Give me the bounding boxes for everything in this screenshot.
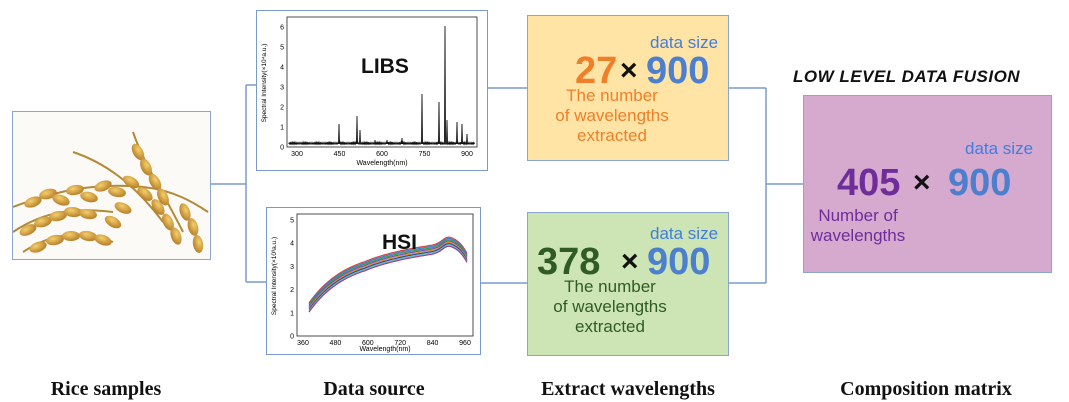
rice-samples-image xyxy=(12,111,211,260)
hsi-y-tick: 3 xyxy=(290,264,294,271)
hsi-spectrum-lines xyxy=(308,236,468,313)
libs-title: LIBS xyxy=(361,55,409,78)
libs-size-label: data size xyxy=(650,33,719,52)
libs-times-sign: × xyxy=(620,54,638,87)
libs-wavelength-count: 27 xyxy=(575,50,618,92)
extract-hsi-box: data size 378 × 900 The number of wavele… xyxy=(527,212,729,356)
caption-rice-samples: Rice samples xyxy=(50,378,162,400)
libs-x-tick: 900 xyxy=(461,151,473,158)
hsi-x-tick: 480 xyxy=(330,340,342,347)
hsi-y-tick: 0 xyxy=(290,334,294,341)
caption-extract-wavelengths: Extract wavelengths xyxy=(541,378,715,400)
fusion-size-label: data size xyxy=(965,139,1034,158)
hsi-wavelength-count: 378 xyxy=(537,241,601,283)
hsi-spectrum-curve xyxy=(308,242,468,310)
libs-spectrum-chart: Spectral Intensity(×10⁴a.u.) Wavelength(… xyxy=(256,10,488,171)
libs-x-tick: 450 xyxy=(334,151,346,158)
hsi-spectrum-curve xyxy=(308,236,468,304)
libs-spectrum-plot: Spectral Intensity(×10⁴a.u.) Wavelength(… xyxy=(261,16,478,167)
composition-matrix-box: data size 405 × 900 Number of wavelength… xyxy=(803,95,1052,273)
libs-x-label: Wavelength(nm) xyxy=(356,160,407,167)
fusion-title: LOW LEVEL DATA FUSION xyxy=(793,67,1021,86)
hsi-spectrum-curve xyxy=(308,245,468,313)
libs-y-tick: 2 xyxy=(280,105,284,112)
caption-data-source: Data source xyxy=(323,378,425,400)
libs-x-tick: 600 xyxy=(376,151,388,158)
libs-y-tick: 5 xyxy=(280,45,284,52)
hsi-title: HSI xyxy=(382,231,418,254)
hsi-spectrum-curve xyxy=(308,239,468,306)
hsi-x-tick: 600 xyxy=(362,340,374,347)
rice-illustration xyxy=(13,112,210,259)
hsi-data-size: 900 xyxy=(647,241,711,283)
libs-data-size: 900 xyxy=(646,50,710,92)
hsi-axes-frame xyxy=(296,213,474,337)
hsi-spectrum-curve xyxy=(308,244,468,312)
hsi-y-tick: 1 xyxy=(290,310,294,317)
extract-libs-box: data size 27 × 900 The number of wavelen… xyxy=(527,15,729,161)
caption-composition-matrix: Composition matrix xyxy=(840,378,1012,400)
hsi-x-tick: 840 xyxy=(427,340,439,347)
libs-y-tick: 4 xyxy=(280,65,284,72)
fusion-description: Number of wavelengths xyxy=(810,206,906,245)
libs-spectrum-line xyxy=(288,25,475,146)
libs-y-tick: 1 xyxy=(280,125,284,132)
hsi-y-tick: 2 xyxy=(290,287,294,294)
libs-y-tick: 3 xyxy=(280,85,284,92)
libs-y-label: Spectral Intensity(×10⁴a.u.) xyxy=(261,44,268,123)
hsi-spectrum-curve xyxy=(308,237,468,305)
hsi-x-tick: 360 xyxy=(297,340,309,347)
fusion-wavelength-count: 405 xyxy=(837,162,901,204)
libs-description: The number of wavelengths extracted xyxy=(555,86,669,145)
libs-x-tick: 750 xyxy=(419,151,431,158)
hsi-spectrum-curve xyxy=(308,240,468,308)
hsi-size-label: data size xyxy=(650,224,719,243)
libs-axes-frame xyxy=(286,16,478,148)
hsi-spectrum-plot: Spectral Intensity(×10³a.u.) Wavelength(… xyxy=(271,213,474,353)
fusion-data-size: 900 xyxy=(948,162,1012,204)
hsi-spectrum-chart: Spectral Intensity(×10³a.u.) Wavelength(… xyxy=(266,207,481,355)
hsi-x-tick: 960 xyxy=(459,340,471,347)
hsi-x-tick: 720 xyxy=(394,340,406,347)
hsi-x-label: Wavelength(nm) xyxy=(359,346,410,353)
libs-y-tick: 6 xyxy=(280,25,284,32)
hsi-y-label: Spectral Intensity(×10³a.u.) xyxy=(271,237,278,315)
hsi-description: The number of wavelengths extracted xyxy=(553,277,667,336)
hsi-times-sign: × xyxy=(621,245,639,278)
hsi-y-tick: 5 xyxy=(290,218,294,225)
hsi-y-tick: 4 xyxy=(290,241,294,248)
libs-y-tick: 0 xyxy=(280,145,284,152)
fusion-times-sign: × xyxy=(913,166,931,199)
hsi-spectrum-curve xyxy=(308,241,468,309)
libs-x-tick: 300 xyxy=(291,151,303,158)
